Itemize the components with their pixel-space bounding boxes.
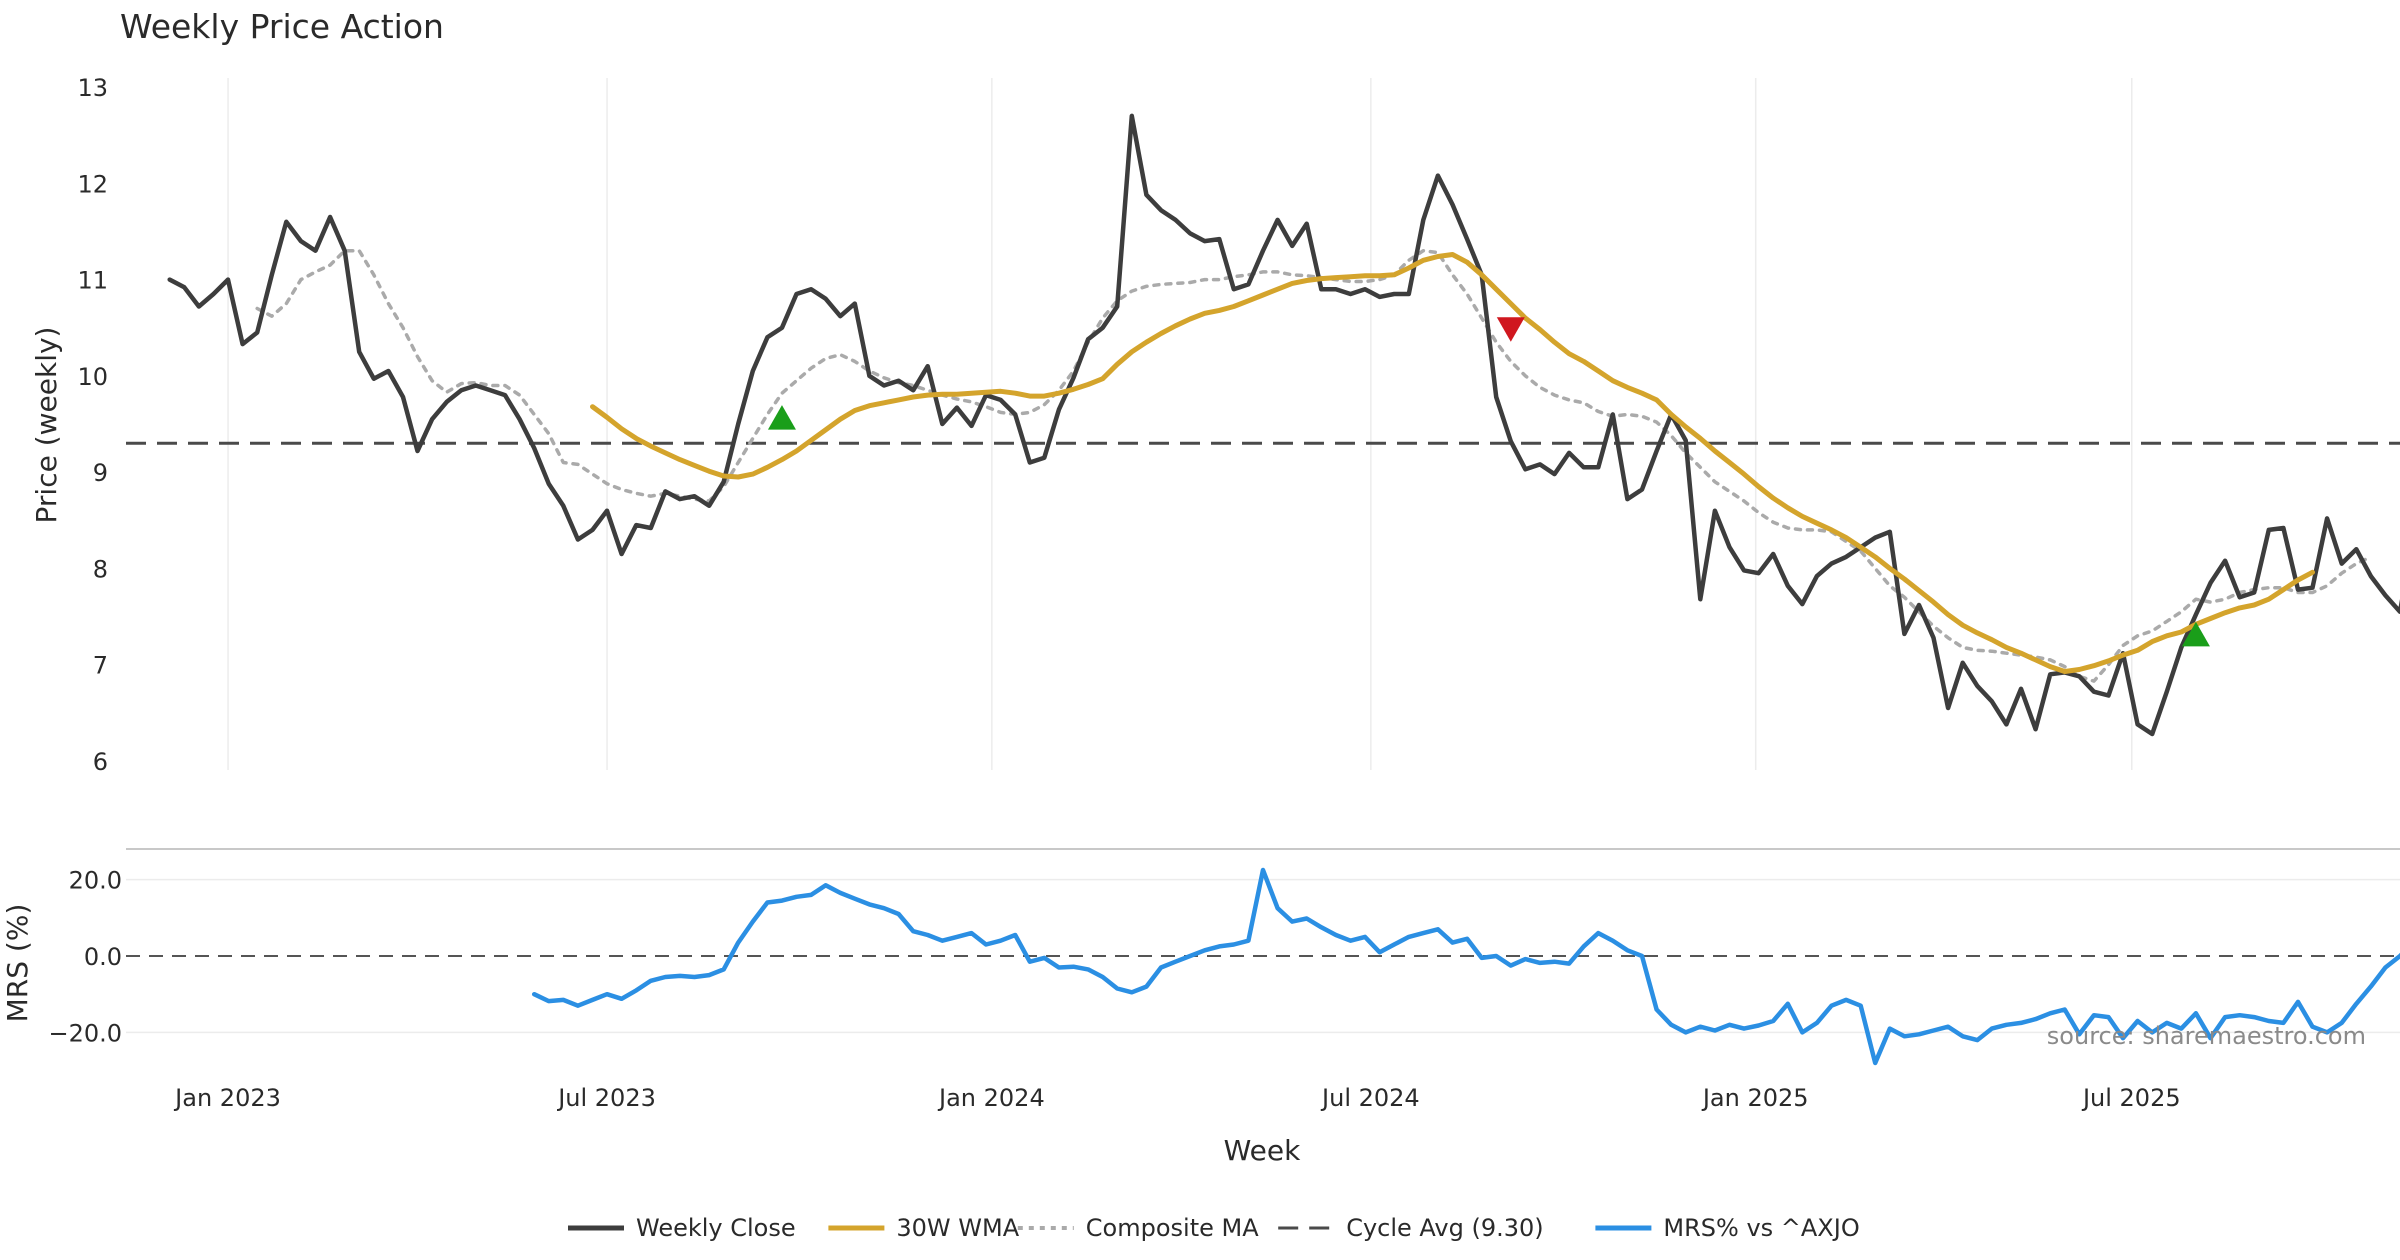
x-tick-label: Jan 2023 <box>173 1084 281 1112</box>
legend-label: 30W WMA <box>896 1214 1019 1242</box>
price-y-ticks: 6 7 8 9 10 11 12 13 <box>77 74 108 776</box>
price-y-tick-label: 8 <box>93 555 108 583</box>
price-y-tick-label: 11 <box>77 267 108 295</box>
buy-signal-marker <box>767 405 796 430</box>
x-tick-label: Jul 2024 <box>1320 1084 1420 1112</box>
price-panel-grid <box>227 78 2133 770</box>
legend-item: Cycle Avg (9.30) <box>1278 1214 1544 1242</box>
price-y-tick-label: 6 <box>93 748 108 776</box>
mrs-y-tick-label: 20.0 <box>69 867 122 895</box>
signal-markers <box>767 317 2210 647</box>
mrs-y-axis-label: MRS (%) <box>1 904 34 1023</box>
price-y-tick-label: 10 <box>77 363 108 391</box>
x-tick-label: Jul 2025 <box>2081 1084 2181 1112</box>
price-y-tick-label: 9 <box>93 459 108 487</box>
mrs-series <box>531 867 2400 1066</box>
legend: Weekly Close 30W WMA Composite MA Cycle Avg… <box>568 1214 1860 1242</box>
legend-item: 30W WMA <box>828 1214 1020 1242</box>
wma-30w-line <box>590 252 2315 674</box>
legend-item: MRS% vs ^AXJO <box>1595 1214 1860 1242</box>
x-tick-label: Jan 2024 <box>937 1084 1045 1112</box>
weekly-close-line <box>167 113 2400 737</box>
chart-title: Weekly Price Action <box>120 7 444 46</box>
source-note: source: sharemaestro.com <box>2047 1022 2366 1050</box>
legend-item: Composite MA <box>1017 1214 1259 1242</box>
x-axis-label: Week <box>1224 1134 1301 1167</box>
mrs-line <box>531 867 2400 1066</box>
x-axis-ticks: Jan 2023 Jul 2023 Jan 2024 Jul 2024 Jan 2025… <box>173 1084 2180 1112</box>
sell-signal-marker <box>1496 317 1525 342</box>
x-tick-label: Jan 2025 <box>1701 1084 1809 1112</box>
buy-signal-marker <box>2181 621 2210 647</box>
legend-label: Weekly Close <box>636 1214 796 1242</box>
price-series <box>167 113 2400 737</box>
legend-label: Composite MA <box>1086 1214 1259 1242</box>
price-y-tick-label: 7 <box>93 652 108 680</box>
mrs-y-tick-label: 0.0 <box>84 943 122 971</box>
legend-label: MRS% vs ^AXJO <box>1663 1214 1859 1242</box>
x-tick-label: Jul 2023 <box>556 1084 656 1112</box>
mrs-y-tick-label: −20.0 <box>48 1019 122 1047</box>
price-y-tick-label: 12 <box>77 170 108 198</box>
legend-item: Weekly Close <box>568 1214 796 1242</box>
legend-label: Cycle Avg (9.30) <box>1346 1214 1543 1242</box>
mrs-y-ticks: 20.0 0.0 −20.0 <box>48 867 122 1048</box>
price-y-tick-label: 13 <box>77 74 108 102</box>
price-y-axis-label: Price (weekly) <box>30 327 63 524</box>
